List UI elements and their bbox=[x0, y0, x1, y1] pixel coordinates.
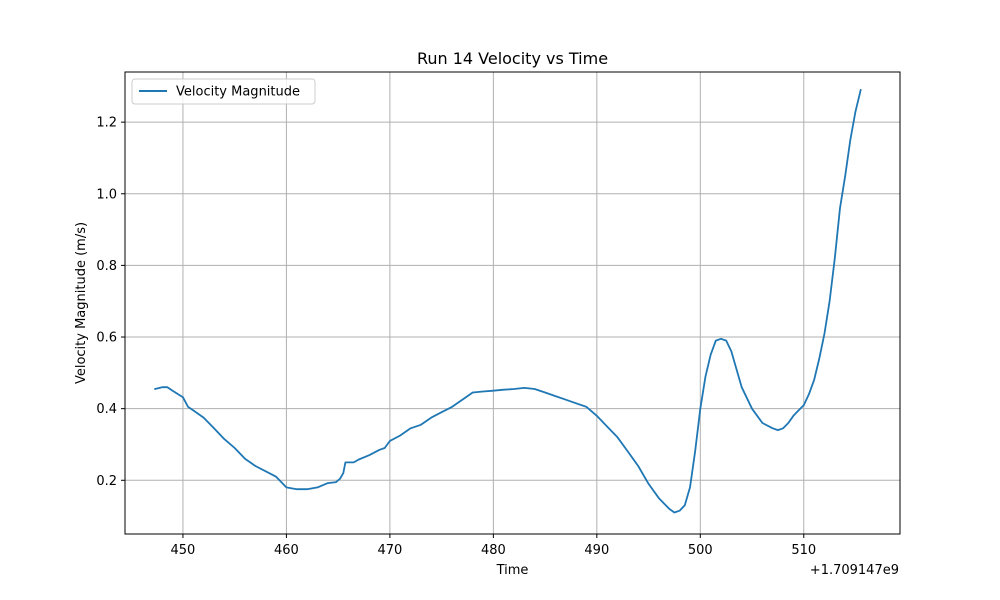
x-tick-label: 500 bbox=[688, 543, 713, 558]
legend: Velocity Magnitude bbox=[131, 78, 316, 105]
legend-box bbox=[131, 78, 316, 105]
y-tick-label: 0.2 bbox=[96, 474, 117, 489]
chart-title: Run 14 Velocity vs Time bbox=[417, 49, 608, 68]
x-tick-label: 470 bbox=[377, 543, 402, 558]
y-tick-label: 0.6 bbox=[96, 331, 117, 346]
x-tick-label: 490 bbox=[584, 543, 609, 558]
x-tick-label: 460 bbox=[274, 543, 299, 558]
x-tick-label: 450 bbox=[171, 543, 196, 558]
x-axis-offset-label: +1.709147e9 bbox=[810, 563, 899, 578]
y-tick-label: 1.2 bbox=[96, 116, 117, 131]
x-axis-title: Time bbox=[496, 563, 529, 578]
legend-label: Velocity Magnitude bbox=[176, 85, 300, 100]
x-tick-label: 510 bbox=[791, 543, 816, 558]
plot-area-frame bbox=[124, 71, 901, 535]
y-tick-label: 1.0 bbox=[96, 187, 117, 202]
axis-ticks: 450 460 470 480 490 500 510 0.2 0.4 0.6 0.8 1.0 1.2 bbox=[96, 116, 816, 558]
y-axis-title: Velocity Magnitude (m/s) bbox=[74, 222, 89, 384]
series-line-velocity-magnitude bbox=[154, 89, 862, 514]
x-tick-label: 480 bbox=[481, 543, 506, 558]
y-tick-label: 0.8 bbox=[96, 259, 117, 274]
grid-lines bbox=[125, 72, 900, 534]
y-tick-label: 0.4 bbox=[96, 402, 117, 417]
